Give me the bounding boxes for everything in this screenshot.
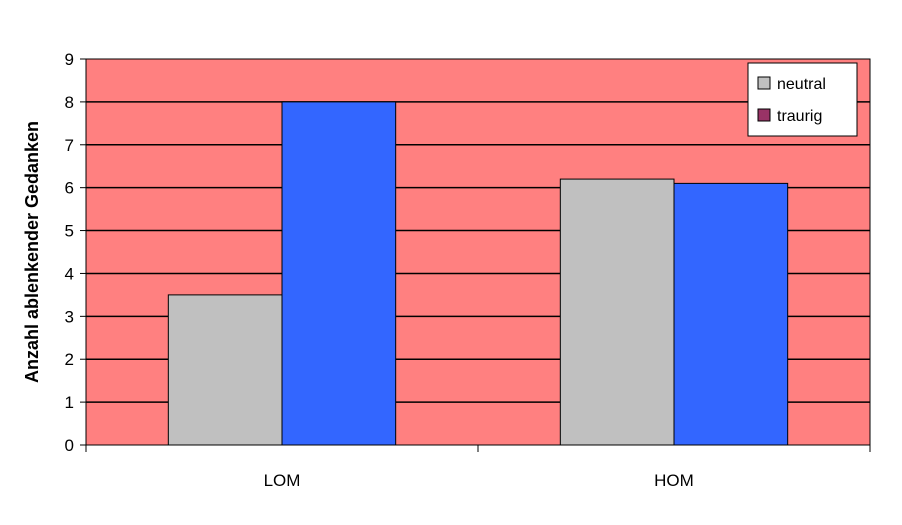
legend-label-traurig: traurig xyxy=(777,108,822,125)
bar-neutral-LOM xyxy=(167,294,283,446)
legend: neutral traurig xyxy=(747,62,858,137)
y-tick-label: 9 xyxy=(65,50,74,69)
y-axis-title: Anzahl ablenkender Gedanken xyxy=(22,121,42,383)
y-tick-label: 0 xyxy=(65,436,74,455)
y-tick-label: 6 xyxy=(65,179,74,198)
axes: 0 1 2 3 4 5 6 7 8 9 LOM HOM xyxy=(65,50,871,490)
bars xyxy=(167,101,789,446)
y-tick-label: 3 xyxy=(65,307,74,326)
bar-traurig-HOM xyxy=(673,182,789,446)
y-tick-label: 1 xyxy=(65,393,74,412)
y-tick-label: 7 xyxy=(65,136,74,155)
legend-box xyxy=(747,62,858,137)
legend-label-neutral: neutral xyxy=(777,76,826,93)
bar-traurig-LOM xyxy=(281,101,397,446)
y-tick-label: 8 xyxy=(65,93,74,112)
legend-swatch-neutral xyxy=(757,76,771,90)
y-tick-label: 2 xyxy=(65,350,74,369)
y-tick-label: 5 xyxy=(65,222,74,241)
legend-swatch-traurig xyxy=(757,108,771,122)
bar-neutral-HOM xyxy=(559,178,675,446)
x-category-label: LOM xyxy=(264,471,301,490)
x-category-label: HOM xyxy=(654,471,694,490)
y-tick-label: 4 xyxy=(65,264,74,283)
